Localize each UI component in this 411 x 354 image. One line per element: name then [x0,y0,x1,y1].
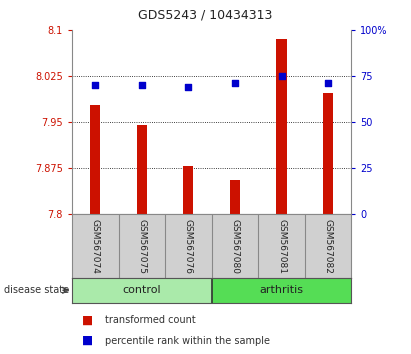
Bar [230,181,240,214]
Text: GSM567076: GSM567076 [184,219,193,274]
Text: percentile rank within the sample: percentile rank within the sample [105,336,270,346]
Bar [323,93,333,214]
Bar [277,39,286,214]
Text: ■: ■ [82,334,93,347]
Text: arthritis: arthritis [259,285,304,295]
Bar [183,166,194,214]
Text: ■: ■ [82,314,93,327]
Point [278,73,285,79]
Text: disease state: disease state [4,285,69,295]
Text: GSM567080: GSM567080 [231,219,240,274]
Point [185,84,192,90]
Point [232,81,238,86]
Text: transformed count: transformed count [105,315,196,325]
Text: control: control [122,285,161,295]
Text: GDS5243 / 10434313: GDS5243 / 10434313 [139,9,272,22]
Text: GSM567082: GSM567082 [323,219,332,274]
Point [325,81,331,86]
Bar [90,105,100,214]
Point [139,82,145,88]
Text: GSM567074: GSM567074 [91,219,100,274]
Text: GSM567075: GSM567075 [137,219,146,274]
Point [92,82,99,88]
Bar [137,125,147,214]
Text: GSM567081: GSM567081 [277,219,286,274]
